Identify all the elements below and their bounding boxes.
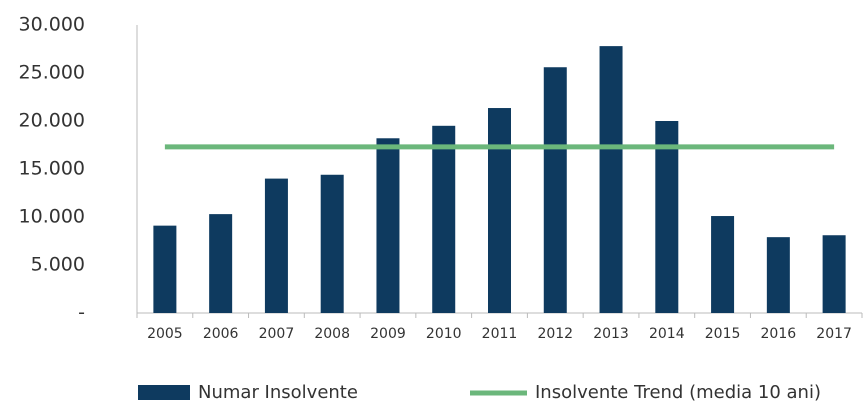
x-tick-label: 2014 xyxy=(649,326,685,342)
x-tick-label: 2013 xyxy=(593,326,629,342)
x-tick-label: 2010 xyxy=(426,326,462,342)
bar xyxy=(153,225,177,313)
bar xyxy=(320,174,344,313)
x-tick-label: 2009 xyxy=(370,326,406,342)
x-tick-label: 2012 xyxy=(537,326,573,342)
bar xyxy=(209,214,233,313)
legend-label: Insolvente Trend (media 10 ani) xyxy=(535,382,821,403)
bar xyxy=(432,125,456,313)
x-tick-label: 2017 xyxy=(816,326,852,342)
bar xyxy=(543,67,567,314)
y-tick-label: 5.000 xyxy=(31,254,85,276)
bar xyxy=(766,237,790,313)
bar xyxy=(822,235,846,313)
bar xyxy=(376,138,400,313)
legend-swatch xyxy=(138,385,190,400)
x-tick-label: 2008 xyxy=(314,326,350,342)
y-tick-label: 20.000 xyxy=(19,110,85,132)
x-tick-label: 2005 xyxy=(147,326,183,342)
y-tick-label: 15.000 xyxy=(19,158,85,180)
x-tick-label: 2015 xyxy=(705,326,741,342)
y-tick-label: - xyxy=(78,302,85,324)
x-tick-label: 2011 xyxy=(482,326,518,342)
y-tick-label: 30.000 xyxy=(19,14,85,36)
bar xyxy=(711,216,735,313)
bar xyxy=(264,178,288,313)
x-tick-label: 2016 xyxy=(761,326,797,342)
bar xyxy=(599,46,623,314)
x-tick-label: 2006 xyxy=(203,326,239,342)
y-tick-label: 10.000 xyxy=(19,206,85,228)
x-tick-label: 2007 xyxy=(259,326,295,342)
bar xyxy=(655,121,679,313)
legend-label: Numar Insolvente xyxy=(198,382,358,403)
y-tick-label: 25.000 xyxy=(19,62,85,84)
bar xyxy=(488,108,511,313)
